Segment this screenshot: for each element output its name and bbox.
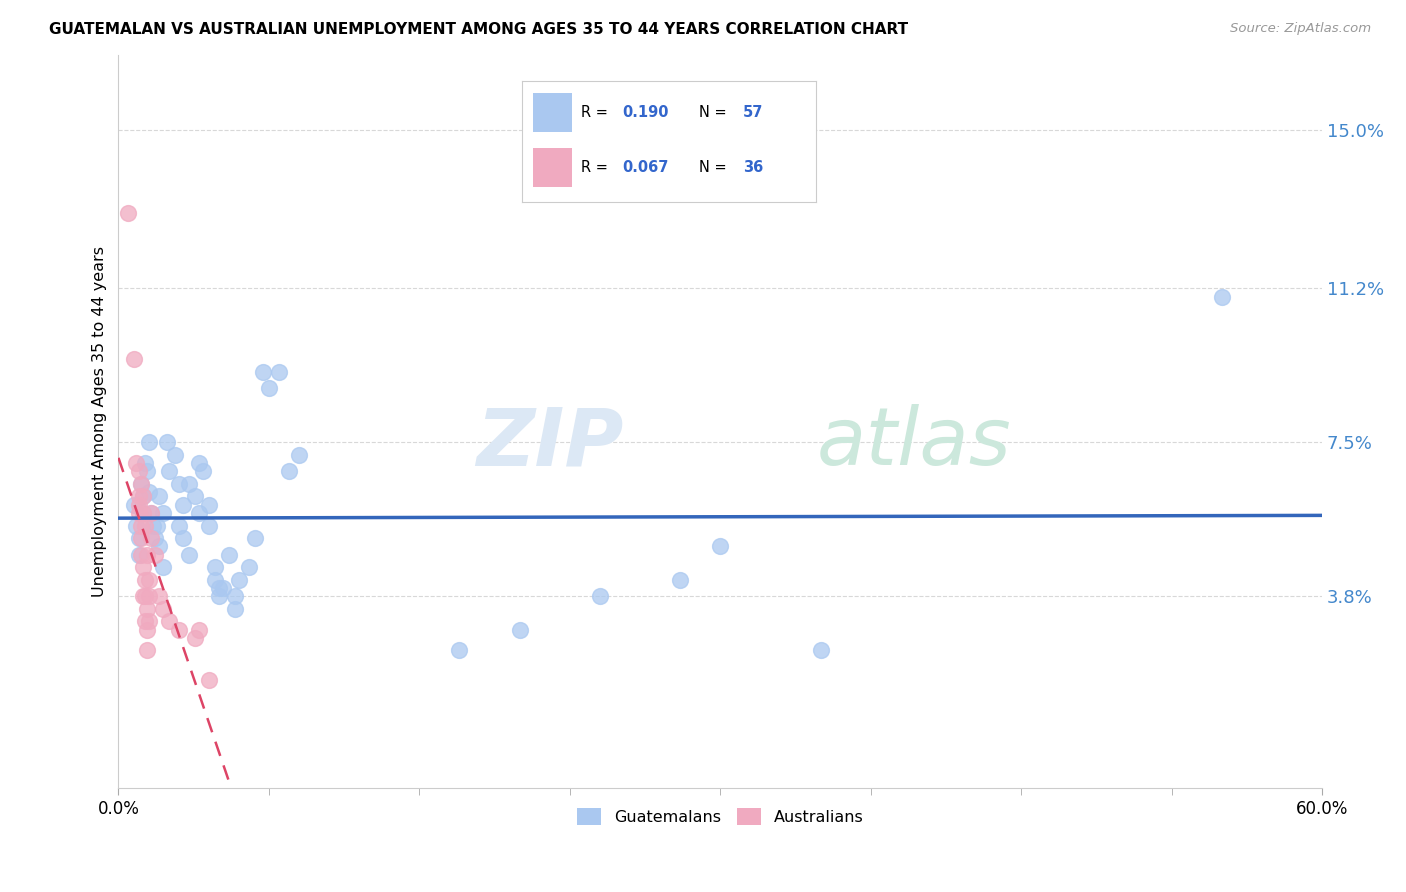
Point (148, 540, 170, 554)
Point (224, 590, 246, 604)
Text: atlas: atlas (817, 404, 1011, 483)
Point (243, 531, 266, 545)
Point (177, 548, 200, 562)
Point (131, 490, 153, 504)
Point (128, 506, 150, 520)
Point (183, 631, 205, 645)
Point (218, 548, 240, 562)
Point (138, 590, 160, 604)
Point (139, 531, 162, 545)
Point (134, 590, 156, 604)
Point (509, 623, 531, 637)
Point (138, 485, 160, 500)
Point (148, 490, 170, 504)
Point (267, 365, 290, 379)
Point (131, 506, 153, 520)
Point (278, 465, 301, 479)
Point (183, 490, 205, 504)
Point (204, 573, 226, 587)
Point (167, 477, 190, 491)
Point (252, 365, 274, 379)
Point (288, 448, 311, 462)
Point (135, 602, 157, 616)
Point (172, 531, 194, 545)
Point (134, 518, 156, 533)
Point (191, 465, 214, 479)
Point (129, 531, 152, 545)
Point (157, 465, 180, 479)
Point (145, 518, 167, 533)
Point (211, 581, 233, 595)
Point (138, 435, 160, 450)
Point (187, 456, 209, 470)
Point (124, 498, 146, 512)
Point (163, 448, 186, 462)
Point (204, 560, 226, 574)
Point (135, 643, 157, 657)
Point (143, 548, 166, 562)
Point (135, 548, 157, 562)
Point (208, 581, 231, 595)
Point (138, 615, 160, 629)
Point (228, 573, 250, 587)
Point (131, 490, 153, 504)
Point (128, 490, 150, 504)
Point (134, 615, 156, 629)
Y-axis label: Unemployment Among Ages 35 to 44 years: Unemployment Among Ages 35 to 44 years (93, 246, 107, 597)
Point (125, 518, 148, 533)
Point (141, 518, 163, 533)
Point (131, 590, 153, 604)
Point (131, 560, 153, 574)
Point (131, 506, 153, 520)
Point (187, 506, 209, 520)
Point (129, 477, 152, 491)
Legend: Guatemalans, Australians: Guatemalans, Australians (571, 802, 870, 831)
Point (187, 623, 209, 637)
Point (139, 506, 162, 520)
Point (157, 615, 180, 629)
Point (224, 602, 246, 616)
Point (138, 573, 160, 587)
Point (167, 518, 190, 533)
Point (810, 643, 832, 657)
Text: ZIP: ZIP (477, 404, 624, 483)
Point (117, 206, 139, 220)
Point (129, 477, 152, 491)
Point (155, 435, 177, 450)
Point (128, 498, 150, 512)
Point (709, 540, 731, 554)
Point (124, 352, 146, 367)
Point (129, 518, 152, 533)
Point (128, 548, 150, 562)
Point (152, 560, 174, 574)
Point (172, 498, 194, 512)
Point (589, 590, 612, 604)
Point (135, 465, 157, 479)
Point (129, 548, 152, 562)
Text: GUATEMALAN VS AUSTRALIAN UNEMPLOYMENT AMONG AGES 35 TO 44 YEARS CORRELATION CHAR: GUATEMALAN VS AUSTRALIAN UNEMPLOYMENT AM… (49, 22, 908, 37)
Point (152, 506, 174, 520)
Point (197, 498, 219, 512)
Point (238, 560, 260, 574)
Point (208, 590, 231, 604)
Point (197, 673, 219, 687)
Point (134, 573, 156, 587)
Point (139, 506, 162, 520)
Text: Source: ZipAtlas.com: Source: ZipAtlas.com (1230, 22, 1371, 36)
Point (134, 456, 156, 470)
Point (152, 602, 174, 616)
Point (449, 643, 471, 657)
Point (167, 623, 190, 637)
Point (197, 518, 219, 533)
Point (148, 590, 170, 604)
Point (257, 381, 280, 395)
Point (135, 623, 157, 637)
Point (143, 531, 166, 545)
Point (125, 456, 148, 470)
Point (177, 477, 200, 491)
Point (669, 573, 692, 587)
Point (128, 465, 150, 479)
Point (128, 531, 150, 545)
Point (1211, 290, 1233, 304)
